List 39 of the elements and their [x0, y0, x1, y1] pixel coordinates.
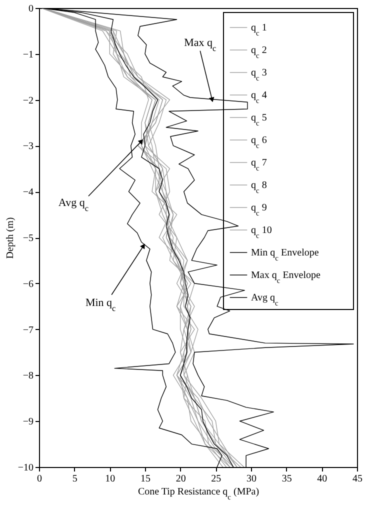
- legend-label: Min q$_{c}$ Envelope: [251, 248, 320, 262]
- y-tick-label: −9: [22, 416, 34, 428]
- legend-label: q$_{c}$ 5: [251, 112, 267, 127]
- x-axis-title: Cone Tip Resistance q$_{c}$ (MPa): [138, 486, 260, 501]
- legend-label: q$_{c}$ 6: [251, 135, 267, 150]
- x-tick-label: 10: [105, 474, 116, 484]
- x-tick-label: 0: [37, 474, 42, 484]
- y-tick-label: −4: [22, 187, 34, 198]
- annotation: Max q$_{c}$: [184, 36, 217, 52]
- y-tick-label: −7: [22, 324, 34, 336]
- y-tick-label: −1: [22, 49, 34, 60]
- x-tick-label: 40: [317, 474, 328, 484]
- y-tick-label: −5: [22, 233, 34, 244]
- x-tick-label: 5: [72, 474, 78, 484]
- x-tick-label: 35: [282, 474, 292, 484]
- legend-label: q$_{c}$ 3: [251, 68, 267, 82]
- y-tick-label: −10: [18, 462, 34, 474]
- legend-label: q$_{c}$ 1: [251, 22, 267, 37]
- x-tick-label: 25: [211, 474, 222, 484]
- y-tick-label: −8: [22, 370, 34, 382]
- x-tick-label: 45: [352, 474, 362, 484]
- legend-label: q$_{c}$ 9: [251, 202, 267, 217]
- y-axis-title: Depth (m): [4, 217, 16, 259]
- x-tick-label: 20: [176, 474, 186, 484]
- y-tick-label: −6: [22, 278, 34, 290]
- annotation: Avg q$_{c}$: [58, 197, 89, 213]
- legend-label: Max q$_{c}$ Envelope: [251, 270, 322, 284]
- legend-label: Avg q$_{c}$: [251, 292, 279, 307]
- legend-label: q$_{c}$ 4: [251, 90, 267, 104]
- y-tick-label: −2: [22, 95, 34, 106]
- annotation: Min q$_{c}$: [85, 296, 116, 312]
- y-tick-label: −3: [22, 141, 34, 152]
- y-tick-label: 0: [28, 4, 34, 14]
- legend-label: q$_{c}$ 7: [251, 158, 267, 172]
- legend-label: q$_{c}$ 2: [251, 45, 267, 60]
- legend-label: q$_{c}$ 8: [251, 180, 267, 194]
- x-tick-label: 30: [246, 474, 256, 484]
- x-tick-label: 15: [140, 474, 150, 484]
- legend-label: q$_{c}$ 10: [251, 225, 272, 240]
